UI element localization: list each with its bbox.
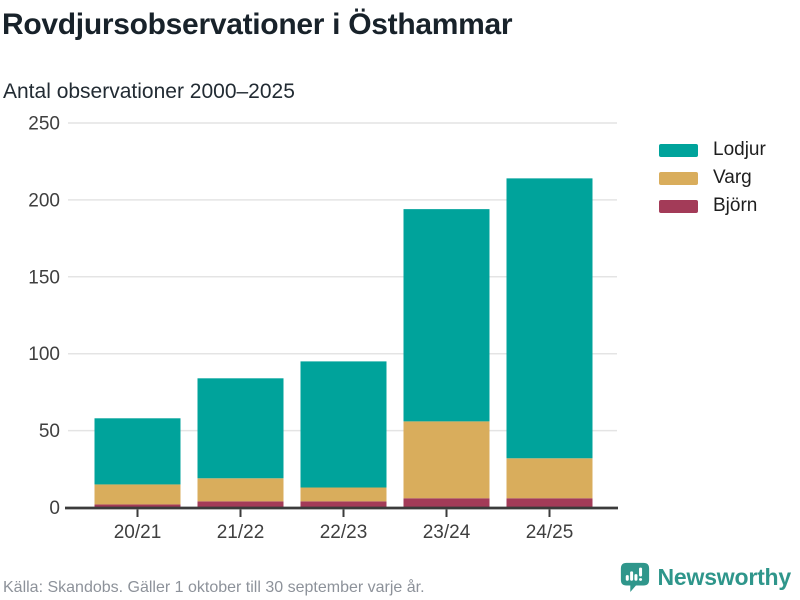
bar-segment	[94, 418, 181, 485]
bar-segment	[197, 378, 284, 479]
y-axis-tick-label: 150	[28, 267, 60, 288]
x-axis-tick-label: 20/21	[114, 522, 162, 543]
x-axis-tick-label: 21/22	[217, 522, 265, 543]
bar-segment	[403, 209, 490, 422]
bar-segment	[197, 501, 284, 508]
newsworthy-icon	[620, 562, 649, 593]
legend-label: Varg	[713, 167, 752, 188]
legend-swatch	[659, 171, 698, 185]
x-axis-tick-label: 24/25	[526, 522, 574, 543]
legend-label: Björn	[713, 195, 758, 216]
legend-label: Lodjur	[713, 139, 766, 160]
page-title: Rovdjursobservationer i Östhammar	[2, 8, 513, 41]
page-subtitle: Antal observationer 2000–2025	[3, 80, 295, 103]
y-axis-tick-label: 200	[28, 190, 60, 211]
bar-segment	[94, 484, 181, 505]
bar-segment	[403, 498, 490, 508]
legend-item: Varg	[659, 168, 766, 188]
bar-segment	[506, 178, 593, 459]
bar-segment	[403, 421, 490, 499]
bar-segment	[197, 478, 284, 502]
y-axis-tick-label: 100	[28, 344, 60, 365]
bar-segment	[300, 487, 387, 502]
brand-name: Newsworthy	[657, 563, 792, 590]
legend-swatch	[659, 199, 698, 213]
x-axis-tick-label: 23/24	[423, 522, 471, 543]
y-axis-tick-label: 0	[49, 498, 60, 519]
bar-segment	[94, 504, 181, 508]
bar-segment	[506, 498, 593, 508]
y-axis-tick-label: 50	[39, 421, 60, 442]
bar-segment	[506, 458, 593, 499]
bar-segment	[300, 501, 387, 508]
legend: Lodjur Varg Björn	[659, 140, 766, 216]
brand-logo: Newsworthy	[619, 561, 791, 593]
y-axis-tick-label: 250	[28, 114, 60, 135]
legend-item: Björn	[659, 196, 766, 216]
legend-swatch	[659, 143, 698, 157]
source-note: Källa: Skandobs. Gäller 1 oktober till 3…	[3, 579, 425, 596]
bar-segment	[300, 361, 387, 488]
x-axis-tick-label: 22/23	[320, 522, 368, 543]
legend-item: Lodjur	[659, 140, 766, 160]
